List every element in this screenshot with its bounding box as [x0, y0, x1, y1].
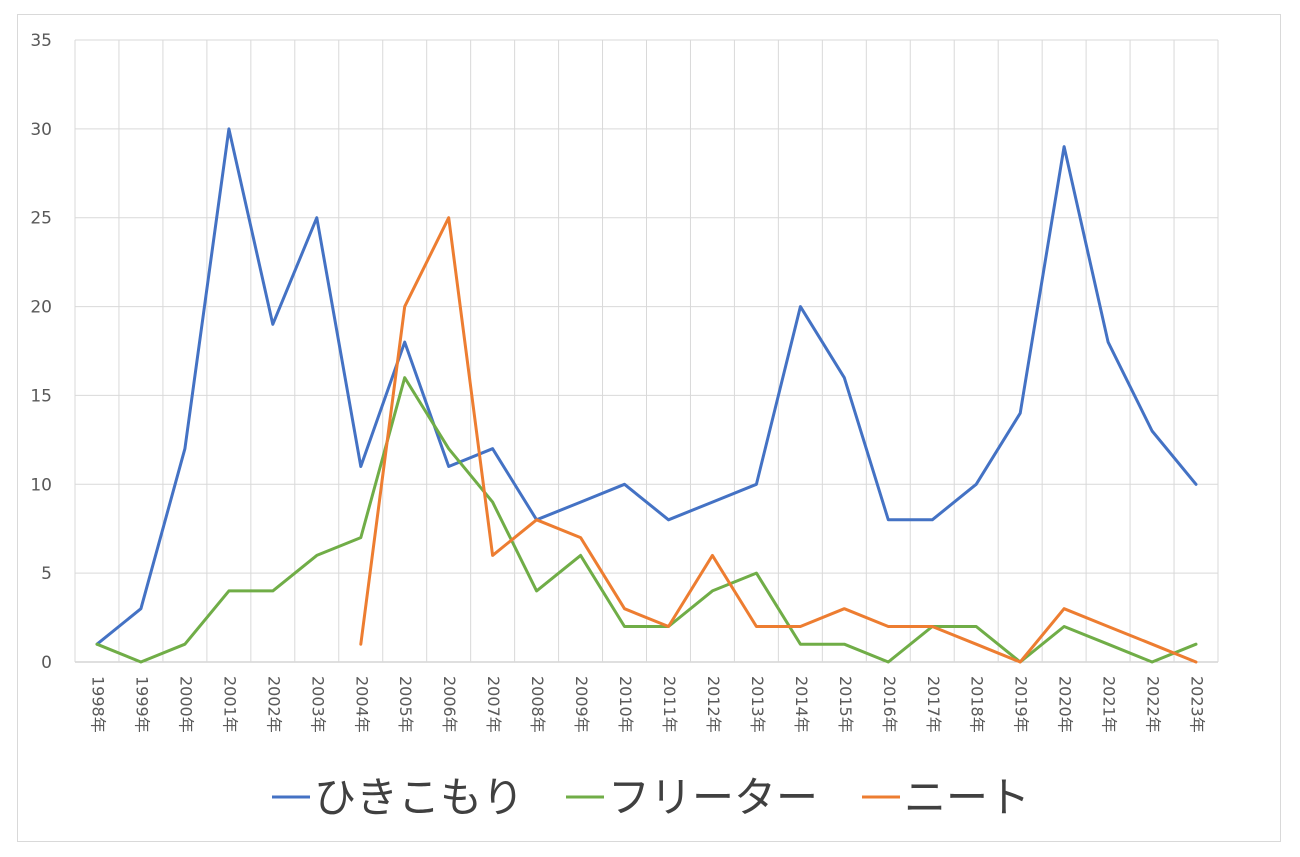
x-tick-label: 1998年 — [88, 676, 107, 733]
y-tick-label: 35 — [30, 31, 52, 51]
y-tick-label: 20 — [30, 298, 52, 318]
x-tick-label: 2009年 — [572, 676, 591, 733]
x-tick-label: 2005年 — [396, 676, 415, 733]
y-tick-label: 10 — [30, 475, 52, 495]
x-tick-label: 2023年 — [1188, 676, 1207, 733]
x-tick-label: 2011年 — [660, 676, 679, 733]
x-tick-label: 2001年 — [220, 676, 239, 733]
x-tick-label: 2014年 — [792, 676, 811, 733]
x-tick-label: 2002年 — [264, 676, 283, 733]
x-tick-label: 2012年 — [704, 676, 723, 733]
y-tick-label: 5 — [41, 564, 52, 584]
x-tick-label: 2016年 — [880, 676, 899, 733]
series-lines — [95, 127, 1198, 664]
x-tick-label: 2021年 — [1100, 676, 1119, 733]
x-tick-label: 2019年 — [1012, 676, 1031, 733]
x-tick-label: 2020年 — [1056, 676, 1075, 733]
x-tick-label: 2006年 — [440, 676, 459, 733]
y-axis-ticks: 0 5 10 15 20 25 30 35 — [30, 31, 52, 673]
legend-item-2: ニート — [862, 773, 1030, 822]
x-tick-label: 2000年 — [176, 676, 195, 733]
chart-frame — [17, 14, 1281, 842]
x-tick-label: 2007年 — [484, 676, 503, 733]
x-tick-label: 2004年 — [352, 676, 371, 733]
x-tick-label: 2015年 — [836, 676, 855, 733]
legend-item-1: フリーター — [566, 773, 818, 822]
x-tick-label: 2003年 — [308, 676, 327, 733]
gridlines — [74, 39, 1219, 663]
x-tick-label: 1999年 — [132, 676, 151, 733]
legend-label: ニート — [904, 773, 1030, 822]
legend: ひきこもり フリーター ニート — [272, 773, 1030, 822]
x-tick-label: 2018年 — [968, 676, 987, 733]
legend-label: ひきこもり — [314, 773, 524, 822]
series-line-1 — [95, 376, 1198, 664]
y-tick-label: 15 — [30, 386, 52, 406]
legend-item-0: ひきこもり — [272, 773, 524, 822]
x-tick-label: 2010年 — [616, 676, 635, 733]
series-line-0 — [95, 127, 1198, 646]
x-tick-label: 2013年 — [748, 676, 767, 733]
x-tick-label: 2017年 — [924, 676, 943, 733]
x-tick-label: 2008年 — [528, 676, 547, 733]
y-tick-label: 0 — [41, 653, 52, 673]
y-tick-label: 30 — [30, 120, 52, 140]
x-axis-ticks: 1998年 1999年 2000年 2001年 2002年 2003年 2004年 2005年… — [88, 676, 1206, 733]
x-tick-label: 2022年 — [1144, 676, 1163, 733]
y-tick-label: 25 — [30, 209, 52, 229]
series-line-2 — [359, 216, 1198, 664]
legend-label: フリーター — [608, 773, 818, 822]
